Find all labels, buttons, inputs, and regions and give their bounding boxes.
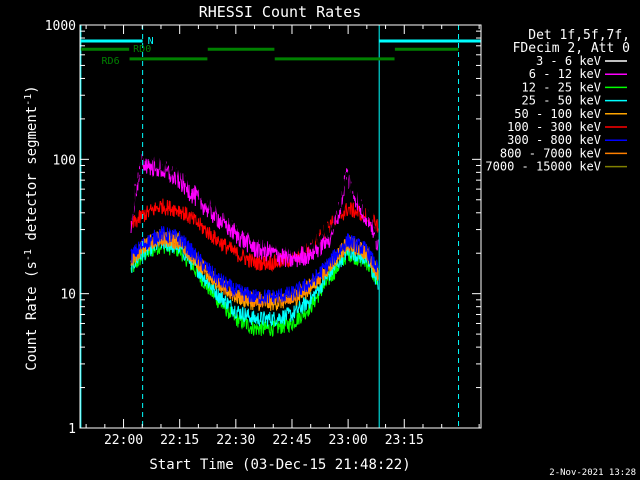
flag-bar-label-0: N [148, 36, 154, 47]
y-tick-label-0: 1 [68, 422, 76, 437]
y-axis-label-sup2: -1 [23, 94, 34, 106]
y-axis-label-main: Count Rate (s [24, 261, 40, 371]
legend-label-4: 50 - 100 keV [514, 107, 601, 121]
series-line-6 [130, 226, 379, 306]
legend-label-0: 3 - 6 keV [536, 54, 601, 68]
legend-label-6: 300 - 800 keV [507, 133, 601, 147]
y-tick-label-2: 100 [53, 153, 76, 168]
y-axis-label-sup1: -1 [23, 249, 34, 261]
series-line-3 [130, 235, 379, 327]
flag-bar-label-5: RD6 [102, 56, 120, 67]
legend-label-7: 800 - 7000 keV [500, 146, 601, 160]
x-tick-label-2: 22:30 [216, 433, 255, 448]
x-tick-label-5: 23:15 [385, 433, 424, 448]
x-axis: 22:00 22:15 22:30 22:45 23:00 23:15 [85, 25, 480, 448]
legend-label-8: 7000 - 15000 keV [485, 160, 601, 174]
legend-label-1: 6 - 12 keV [529, 67, 601, 81]
x-axis-label: Start Time (03-Dec-15 21:48:22) [149, 457, 410, 473]
x-tick-label-1: 22:15 [160, 433, 199, 448]
series-line-0 [130, 144, 379, 256]
plot-frame [79, 24, 482, 429]
legend-label-5: 100 - 300 keV [507, 120, 601, 134]
series-layer [130, 144, 379, 337]
y-axis: 1 10 100 1000 [45, 19, 481, 437]
flag-bar-label-2: RD0 [133, 44, 151, 55]
x-tick-label-0: 22:00 [104, 433, 143, 448]
legend: Det 1f,5f,7f, FDecim 2, Att 0 3 - 6 keV6… [485, 28, 630, 174]
y-axis-label-end: ) [24, 85, 40, 93]
x-tick-label-4: 23:00 [329, 433, 368, 448]
vertical-marker-layer [80, 25, 460, 428]
y-tick-label-3: 1000 [45, 19, 76, 34]
footer-timestamp: 2-Nov-2021 13:28 [549, 468, 636, 478]
y-axis-label: Count Rate (s-1 detector segment-1) [23, 85, 40, 370]
x-tick-label-3: 22:45 [272, 433, 311, 448]
legend-label-3: 25 - 50 keV [522, 94, 601, 108]
chart-title: RHESSI Count Rates [199, 3, 362, 21]
y-tick-label-1: 10 [60, 288, 76, 303]
legend-header-line1: Det 1f,5f,7f, [528, 28, 630, 43]
y-axis-label-mid: detector segment [24, 106, 40, 249]
legend-header-line2: FDecim 2, Att 0 [513, 41, 630, 56]
legend-label-2: 12 - 25 keV [522, 80, 601, 94]
